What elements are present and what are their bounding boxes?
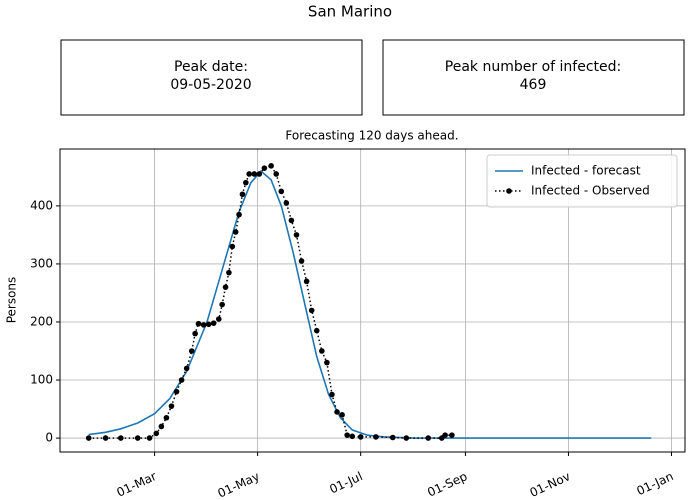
data-point bbox=[195, 320, 202, 327]
data-point bbox=[389, 434, 396, 441]
data-point bbox=[183, 365, 190, 372]
y-tick-label: 200 bbox=[30, 314, 53, 328]
data-point bbox=[268, 163, 274, 169]
data-point bbox=[261, 165, 268, 171]
data-point bbox=[200, 322, 207, 328]
data-point bbox=[102, 435, 109, 441]
panel-label: Peak number of infected: bbox=[445, 59, 621, 75]
panel-value: 469 bbox=[520, 77, 547, 93]
x-tick-label: 01-Jan bbox=[634, 469, 675, 498]
data-point bbox=[303, 278, 310, 285]
chart-subtitle: Forecasting 120 days ahead. bbox=[285, 129, 458, 143]
y-tick-label: 300 bbox=[30, 256, 53, 270]
data-point bbox=[243, 179, 249, 186]
data-point bbox=[232, 229, 239, 235]
data-point bbox=[215, 316, 222, 322]
panel-box bbox=[60, 39, 363, 116]
panel-label: Peak date: bbox=[174, 59, 248, 75]
data-point bbox=[192, 330, 198, 337]
x-tick-label: 01-Nov bbox=[528, 469, 573, 500]
data-point bbox=[236, 211, 242, 218]
y-tick-label: 0 bbox=[45, 431, 53, 445]
data-point bbox=[283, 200, 290, 206]
y-tick-label: 100 bbox=[30, 373, 53, 387]
data-point bbox=[251, 171, 258, 177]
data-point bbox=[403, 435, 410, 441]
data-point bbox=[349, 433, 356, 440]
data-point bbox=[146, 435, 153, 441]
data-point bbox=[344, 432, 350, 438]
data-point bbox=[246, 171, 252, 177]
data-point bbox=[239, 191, 246, 198]
data-point bbox=[118, 435, 124, 441]
data-point bbox=[153, 430, 160, 437]
data-point bbox=[273, 171, 280, 177]
data-point bbox=[324, 359, 330, 366]
data-point bbox=[373, 434, 379, 440]
data-point bbox=[293, 232, 300, 238]
data-point bbox=[425, 435, 432, 441]
data-point bbox=[205, 321, 212, 328]
x-tick-label: 01-May bbox=[216, 469, 262, 500]
data-point bbox=[226, 269, 232, 276]
data-point bbox=[168, 403, 175, 409]
data-point bbox=[329, 391, 335, 398]
data-point bbox=[210, 320, 217, 326]
x-tick-label: 01-Sep bbox=[425, 469, 469, 500]
data-point bbox=[256, 171, 263, 177]
data-point bbox=[85, 435, 92, 441]
data-point bbox=[178, 377, 185, 383]
legend-label: Infected - forecast bbox=[531, 164, 641, 178]
series-line bbox=[88, 169, 652, 439]
x-tick-label: 01-Jul bbox=[327, 469, 364, 496]
data-point bbox=[229, 243, 236, 250]
data-point bbox=[339, 412, 345, 418]
data-point bbox=[288, 217, 295, 224]
data-point bbox=[319, 348, 325, 354]
data-point bbox=[134, 435, 141, 441]
legend-label: Infected - Observed bbox=[531, 184, 650, 198]
data-point bbox=[308, 307, 315, 314]
data-point bbox=[357, 434, 364, 440]
chart-title: San Marino bbox=[308, 3, 392, 21]
plot-frame bbox=[59, 148, 686, 453]
data-point bbox=[158, 423, 165, 430]
panel-value: 09-05-2020 bbox=[170, 77, 251, 93]
data-point bbox=[449, 432, 455, 438]
y-axis-label: Persons bbox=[5, 277, 19, 324]
data-point bbox=[219, 301, 225, 308]
series-line bbox=[88, 164, 452, 439]
panel-box bbox=[382, 39, 685, 116]
x-tick-label: 01-Mar bbox=[114, 469, 158, 500]
data-point bbox=[173, 388, 180, 395]
data-point bbox=[163, 414, 170, 421]
data-point bbox=[442, 432, 448, 438]
data-point bbox=[222, 284, 229, 290]
data-point bbox=[313, 327, 320, 334]
data-point bbox=[334, 409, 340, 415]
legend-marker bbox=[506, 188, 512, 194]
data-point bbox=[188, 348, 195, 354]
data-point bbox=[278, 188, 285, 195]
y-tick-label: 400 bbox=[30, 198, 53, 212]
legend-box bbox=[486, 154, 678, 208]
data-point bbox=[298, 258, 305, 264]
